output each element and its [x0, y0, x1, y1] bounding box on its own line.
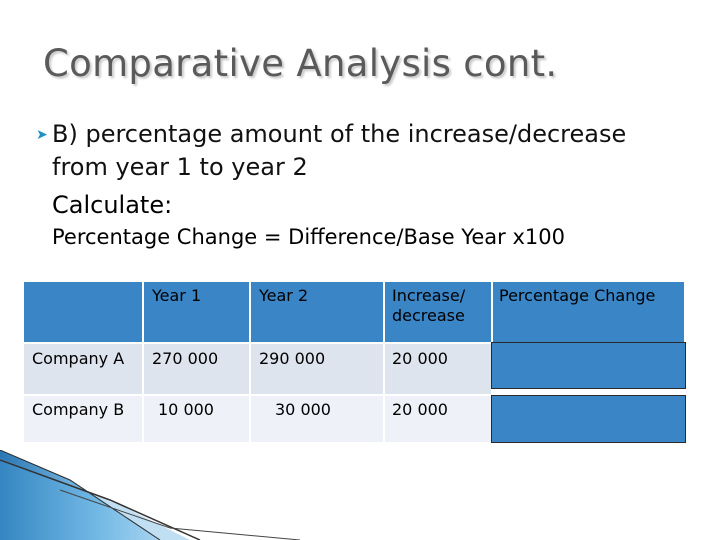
table-cell-year2: 290 000	[251, 344, 383, 394]
formula-text: Percentage Change = Difference/Base Year…	[52, 225, 565, 249]
table-cell-year1: 270 000	[144, 344, 249, 394]
table-header-cell-empty	[24, 282, 142, 342]
bullet-arrow-icon: ➤	[36, 127, 48, 143]
table-cell-pct-hidden	[491, 342, 686, 389]
table-header-year1: Year 1	[144, 282, 249, 342]
table-cell-year2: 30 000	[251, 396, 383, 442]
table-header-year2: Year 2	[251, 282, 383, 342]
table-cell-pct-hidden	[491, 395, 686, 443]
table-row-label: Company B	[24, 396, 142, 442]
table-cell-year1: 10 000	[144, 396, 249, 442]
table-cell-diff: 20 000	[385, 344, 491, 394]
slide-title: Comparative Analysis cont.	[43, 42, 558, 85]
table-row-label: Company A	[24, 344, 142, 394]
table-header-pct: Percentage Change	[493, 282, 684, 342]
table-cell-diff: 20 000	[385, 396, 491, 442]
bullet-text: B) percentage amount of the increase/dec…	[52, 120, 627, 181]
table-header-diff: Increase/ decrease	[385, 282, 491, 342]
corner-decoration	[0, 450, 300, 540]
calculate-label: Calculate:	[52, 191, 173, 219]
